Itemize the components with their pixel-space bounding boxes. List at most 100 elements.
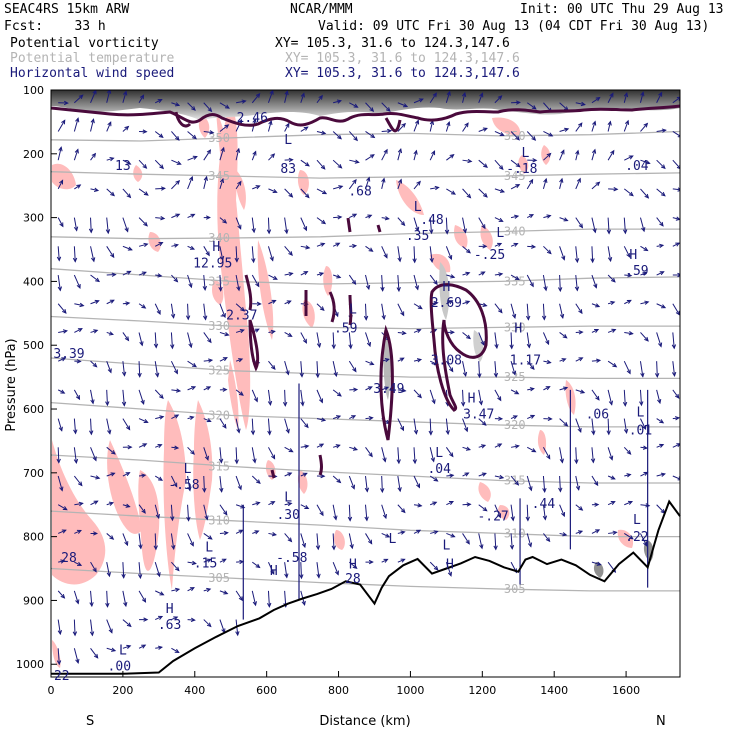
wind-arrowhead	[61, 357, 67, 362]
wind-vector	[510, 504, 514, 521]
wind-vector	[203, 102, 212, 112]
wind-vector	[494, 533, 497, 550]
wind-vector	[559, 128, 569, 132]
wind-arrowhead	[364, 516, 369, 522]
wind-vector	[575, 122, 583, 132]
wind-arrowhead	[300, 92, 305, 98]
wind-vector	[284, 389, 286, 406]
model-title: SEAC4RS 15km ARW	[4, 2, 130, 17]
wind-vector	[73, 118, 79, 132]
wind-arrowhead	[62, 329, 68, 334]
wind-vector	[122, 217, 129, 232]
wind-arrowhead	[380, 286, 385, 292]
wind-vector	[526, 475, 532, 491]
theta-line	[51, 315, 680, 330]
wind-arrowhead	[467, 158, 473, 164]
wind-vector	[235, 246, 238, 262]
wind-arrowhead	[352, 446, 359, 451]
wind-vector	[526, 274, 534, 287]
wind-vector	[122, 332, 129, 341]
wind-arrowhead	[206, 418, 212, 423]
wind-arrowhead	[207, 535, 213, 540]
wind-arrowhead	[644, 300, 650, 305]
wind-arrowhead	[76, 359, 82, 364]
wind-vector	[300, 332, 307, 344]
wind-vector	[171, 561, 180, 571]
pv-annotation: .68	[348, 184, 371, 199]
wind-vector	[462, 245, 471, 254]
wind-vector	[316, 533, 319, 550]
wind-vector	[138, 188, 149, 196]
wind-vector	[73, 274, 81, 289]
wind-arrowhead	[60, 559, 66, 564]
wind-arrowhead	[241, 99, 247, 104]
wind-arrowhead	[674, 416, 680, 421]
wind-vector	[90, 418, 92, 435]
wind-arrowhead	[255, 479, 261, 485]
wind-vector	[235, 475, 242, 490]
wind-vector	[656, 361, 658, 377]
wind-vector	[365, 131, 375, 138]
wind-arrowhead	[607, 120, 612, 126]
wind-arrowhead	[498, 217, 504, 222]
wind-vector	[381, 532, 390, 538]
wind-arrowhead	[218, 458, 224, 464]
wind-arrowhead	[499, 474, 505, 480]
wind-vector	[397, 475, 401, 492]
wind-vector	[57, 246, 60, 261]
wind-arrowhead	[189, 587, 195, 592]
wind-arrowhead	[528, 486, 533, 492]
wind-arrowhead	[219, 177, 225, 184]
wind-arrowhead	[105, 401, 110, 407]
wind-vector	[171, 102, 180, 106]
wind-arrowhead	[158, 615, 164, 620]
wind-arrowhead	[464, 472, 470, 477]
wind-vector	[251, 590, 257, 606]
wind-vector	[445, 217, 448, 234]
wind-vector	[365, 360, 374, 365]
wind-vector	[445, 246, 452, 260]
wind-vector	[429, 475, 438, 482]
field-name-pv: Potential vorticity	[10, 36, 159, 51]
wind-arrowhead	[75, 658, 80, 664]
wind-vector	[381, 149, 388, 161]
wind-arrowhead	[190, 450, 195, 455]
wind-vector	[300, 245, 310, 249]
wind-arrowhead	[124, 227, 129, 233]
wind-arrowhead	[109, 299, 115, 304]
wind-vector	[623, 120, 629, 132]
y-tick-label: 800	[23, 531, 44, 544]
wind-arrowhead	[127, 444, 133, 450]
wind-arrowhead	[271, 532, 277, 537]
wind-arrowhead	[610, 475, 616, 480]
wind-arrowhead	[170, 313, 176, 319]
wind-arrowhead	[401, 122, 406, 128]
wind-vector	[332, 159, 342, 169]
wind-arrowhead	[464, 122, 469, 128]
field-xy-theta: XY= 105.3, 31.6 to 124.3,147.6	[285, 51, 520, 66]
wind-arrowhead	[110, 450, 116, 455]
wind-vector	[90, 300, 99, 305]
wind-vector	[252, 502, 260, 506]
wind-arrowhead	[397, 148, 403, 154]
wind-vector	[155, 615, 163, 621]
wind-arrowhead	[497, 513, 502, 519]
wind-arrowhead	[545, 386, 551, 391]
wind-vector	[429, 150, 435, 161]
wind-vector	[591, 529, 600, 534]
wind-vector	[510, 131, 520, 141]
wind-arrowhead	[219, 255, 225, 261]
wind-vector	[607, 150, 615, 161]
wind-arrowhead	[170, 516, 175, 522]
pv-shading-region	[480, 225, 493, 250]
wind-vector	[170, 504, 173, 521]
wind-vector	[527, 245, 536, 248]
wind-vector	[171, 414, 179, 420]
theta-line	[51, 357, 680, 380]
wind-arrowhead	[206, 149, 212, 155]
wind-vector	[672, 443, 680, 448]
wind-vector	[494, 332, 498, 349]
wind-arrowhead	[302, 472, 308, 477]
wind-arrowhead	[318, 398, 324, 404]
